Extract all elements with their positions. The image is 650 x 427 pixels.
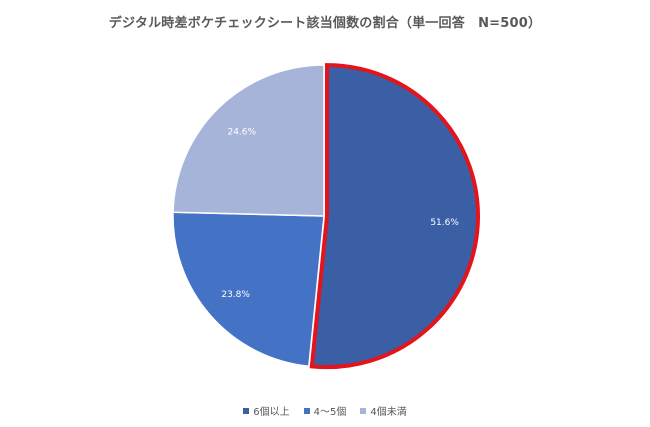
legend-item-2: 4～5個 bbox=[303, 403, 347, 418]
legend-swatch-1 bbox=[243, 407, 250, 414]
slice-label-2: 23.8% bbox=[221, 290, 250, 300]
legend-swatch-3 bbox=[360, 407, 367, 414]
slice-label-3: 24.6% bbox=[227, 128, 256, 138]
highlight-outline-1 bbox=[309, 63, 480, 370]
chart-legend: 6個以上 4～5個 4個未満 bbox=[0, 403, 650, 418]
pie-slice-1 bbox=[311, 64, 479, 368]
pie-slice-3 bbox=[172, 64, 325, 217]
legend-label-2: 4～5個 bbox=[313, 407, 347, 418]
pie-slice-2 bbox=[172, 211, 325, 368]
slice-label-1: 51.6% bbox=[430, 218, 459, 228]
legend-label-3: 4個未満 bbox=[370, 407, 407, 418]
legend-label-1: 6個以上 bbox=[253, 407, 290, 418]
legend-swatch-2 bbox=[303, 407, 310, 414]
legend-item-1: 6個以上 bbox=[243, 403, 290, 418]
chart-title: デジタル時差ボケチェックシート該当個数の割合（単一回答 N=500） bbox=[108, 16, 542, 31]
legend-item-3: 4個未満 bbox=[360, 403, 407, 418]
